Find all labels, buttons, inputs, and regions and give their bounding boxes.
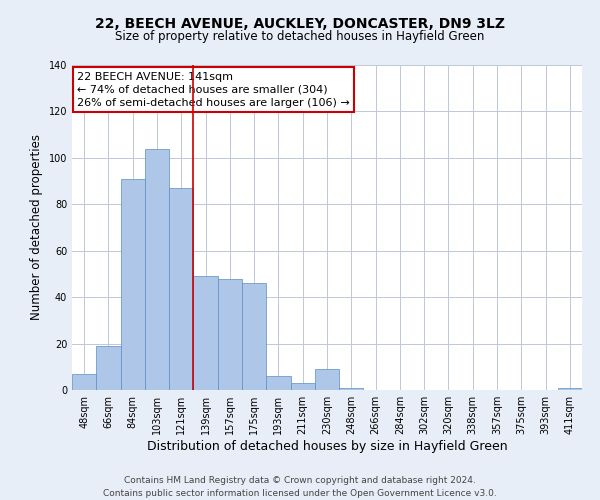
Bar	[315, 369, 339, 390]
Bar	[96, 346, 121, 390]
Bar	[290, 383, 315, 390]
Y-axis label: Number of detached properties: Number of detached properties	[30, 134, 43, 320]
Text: Contains HM Land Registry data © Crown copyright and database right 2024.
Contai: Contains HM Land Registry data © Crown c…	[103, 476, 497, 498]
Text: 22 BEECH AVENUE: 141sqm
← 74% of detached houses are smaller (304)
26% of semi-d: 22 BEECH AVENUE: 141sqm ← 74% of detache…	[77, 72, 350, 108]
Bar	[121, 179, 145, 390]
Bar	[558, 388, 582, 390]
Bar	[339, 388, 364, 390]
Bar	[218, 278, 242, 390]
Text: 22, BEECH AVENUE, AUCKLEY, DONCASTER, DN9 3LZ: 22, BEECH AVENUE, AUCKLEY, DONCASTER, DN…	[95, 18, 505, 32]
Bar	[169, 188, 193, 390]
Bar	[72, 374, 96, 390]
Bar	[242, 283, 266, 390]
Bar	[145, 148, 169, 390]
Bar	[266, 376, 290, 390]
X-axis label: Distribution of detached houses by size in Hayfield Green: Distribution of detached houses by size …	[146, 440, 508, 453]
Text: Size of property relative to detached houses in Hayfield Green: Size of property relative to detached ho…	[115, 30, 485, 43]
Bar	[193, 276, 218, 390]
